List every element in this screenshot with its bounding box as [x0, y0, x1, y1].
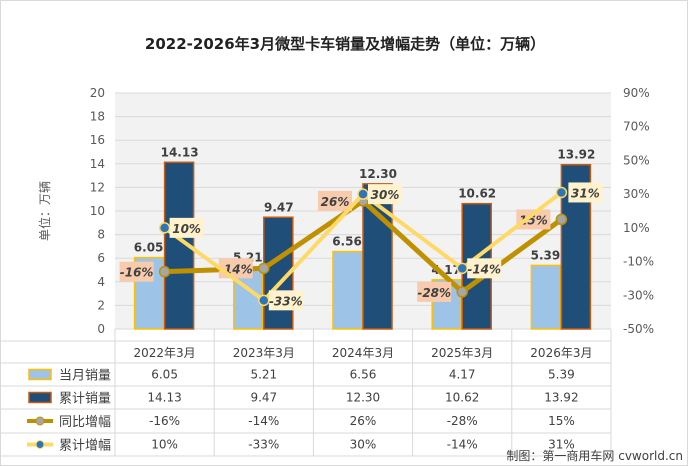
y-tick-label: 18 [90, 110, 105, 124]
y-tick-label: 12 [90, 180, 105, 194]
bar-monthly-sales [530, 264, 562, 330]
cumulative-growth-label: -33% [269, 294, 303, 308]
y-tick-label: 14 [90, 157, 105, 171]
y-axis-label: 单位：万辆 [37, 181, 52, 241]
table-cell: 6.56 [350, 368, 377, 382]
legend-key-marker [35, 440, 45, 449]
y-tick-label: 10 [90, 204, 105, 218]
cumulative-growth-label: 10% [172, 222, 201, 236]
legend-label: 累计增幅 [59, 439, 111, 454]
table-cell: 14.13 [147, 391, 181, 405]
y-tick-label: 16 [90, 133, 105, 147]
y-tick-label: 2 [97, 298, 105, 312]
table-cell: 31% [548, 438, 575, 452]
table-cell: -14% [248, 414, 279, 428]
cumulative-growth-point [158, 222, 171, 234]
table-cell: -33% [248, 438, 279, 452]
bar-monthly-sales [133, 256, 165, 330]
cumulative-growth-point [456, 262, 468, 275]
data-label-monthly: 5.39 [531, 248, 561, 262]
yoy-growth-point [258, 262, 270, 275]
table-cell: 15% [548, 414, 575, 428]
table-cell: -16% [149, 414, 180, 428]
cumulative-growth-point [357, 188, 369, 200]
yoy-growth-point [555, 213, 568, 226]
table-cell: 6.05 [151, 368, 178, 382]
table-cell: 30% [350, 438, 377, 452]
y2-tick-label: 10% [623, 221, 650, 235]
data-label-monthly: 6.05 [134, 241, 164, 255]
legend-label: 当月销量 [59, 369, 111, 384]
table-cell: -14% [447, 438, 478, 452]
cumulative-growth-label-box [368, 184, 402, 205]
legend-label: 同比增幅 [59, 415, 111, 430]
yoy-growth-label: -28% [417, 286, 451, 300]
data-label-cumulative: 10.62 [458, 187, 496, 201]
yoy-growth-label-box [318, 190, 352, 211]
table-cell: 10.62 [445, 391, 479, 405]
data-label-cumulative: 14.13 [161, 145, 199, 159]
y2-tick-label: -50% [623, 322, 654, 336]
legend-key-bar [28, 391, 52, 404]
cumulative-growth-label-box [467, 258, 502, 279]
table-cell: 5.21 [250, 368, 277, 382]
data-label-cumulative: 9.47 [264, 200, 294, 214]
y2-tick-label: 50% [623, 153, 650, 167]
y2-tick-label: 70% [623, 120, 650, 134]
table-cell: 9.47 [250, 391, 277, 405]
yoy-growth-point [456, 286, 468, 298]
x-category-label: 2022年3月 [134, 346, 196, 360]
x-category-label: 2023年3月 [233, 346, 295, 360]
yoy-growth-label-box [417, 281, 452, 302]
cumulative-growth-point [258, 294, 270, 307]
legend-key-marker [35, 416, 45, 426]
y-tick-label: 0 [97, 322, 105, 336]
data-label-cumulative: 13.92 [557, 148, 595, 162]
cumulative-growth-point [555, 186, 568, 199]
table-cell: 26% [350, 414, 377, 428]
cumulative-growth-label: 30% [371, 188, 400, 202]
y-tick-label: 20 [90, 86, 105, 100]
y2-tick-label: 30% [623, 187, 650, 201]
footer-credit: 制图：第一商用车网 cvworld.cn [506, 448, 683, 463]
table-cell: 13.92 [544, 391, 578, 405]
yoy-growth-label-box [119, 261, 154, 282]
table-cell: -28% [447, 414, 478, 428]
bar-monthly-sales [332, 250, 363, 330]
y2-tick-label: -10% [623, 255, 654, 269]
yoy-growth-label: 26% [321, 195, 350, 209]
table-cell: 12.30 [346, 391, 380, 405]
legend-key-bar [28, 368, 52, 381]
cumulative-growth-label: -14% [467, 262, 501, 276]
y2-tick-label: 90% [623, 86, 650, 100]
y-tick-label: 4 [97, 275, 105, 289]
y2-tick-label: -30% [623, 288, 654, 302]
x-category-label: 2026年3月 [530, 346, 592, 360]
y-tick-label: 6 [97, 251, 105, 265]
cumulative-growth-label-box [568, 182, 603, 203]
x-category-label: 2024年3月 [332, 346, 394, 360]
table-cell: 5.39 [548, 368, 575, 382]
cumulative-growth-label: 31% [571, 186, 600, 200]
table-cell: 10% [151, 438, 178, 452]
data-label-monthly: 6.56 [332, 235, 362, 249]
yoy-growth-label-box [516, 209, 551, 230]
table-cell: 4.17 [449, 368, 476, 382]
yoy-growth-point [158, 265, 171, 278]
data-label-cumulative: 12.30 [359, 167, 397, 181]
cumulative-growth-label-box [268, 290, 303, 311]
legend-label: 累计销量 [59, 392, 111, 407]
x-category-label: 2025年3月 [431, 346, 493, 360]
y-tick-label: 8 [97, 228, 105, 242]
cumulative-growth-label-box [169, 217, 204, 238]
yoy-growth-label: -16% [120, 266, 154, 280]
chart-title: 2022-2026年3月微型卡车销量及增幅走势（单位：万辆） [145, 35, 545, 53]
